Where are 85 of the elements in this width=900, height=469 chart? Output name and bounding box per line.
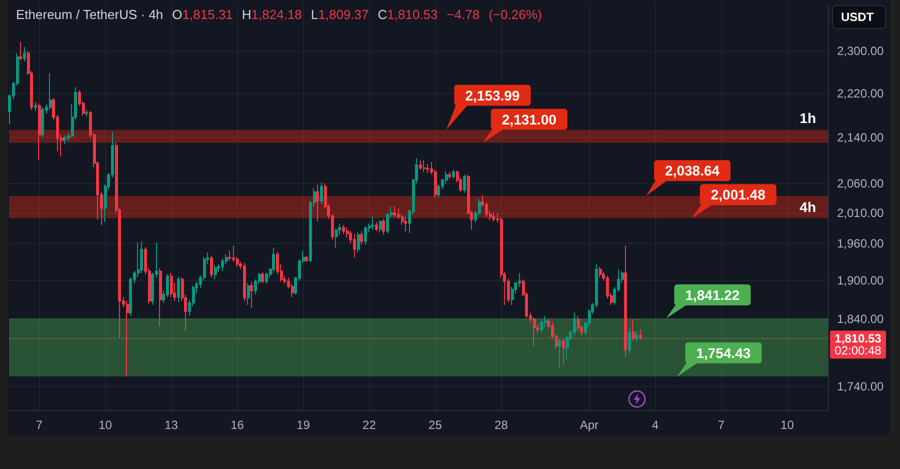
x-tick-label: 4 bbox=[652, 418, 659, 432]
text: O1,815.31 H1,824.18 L1,809.37 C1,810.53 −4.78 (−0.26%) bbox=[172, 7, 542, 22]
candlestick bbox=[63, 134, 66, 145]
candlestick bbox=[305, 255, 308, 262]
candlestick bbox=[247, 282, 250, 306]
y-tick-label: 1,740.00 bbox=[837, 379, 884, 394]
candlestick bbox=[404, 216, 407, 232]
y-tick-label: 2,140.00 bbox=[837, 130, 884, 145]
y-tick-label: 2,060.00 bbox=[837, 176, 884, 190]
annotation: 2,001.48 bbox=[710, 186, 766, 203]
candlestick bbox=[210, 255, 213, 278]
text: 02:00:48 bbox=[834, 344, 882, 358]
band-label: 1h bbox=[800, 110, 816, 126]
band-label: 4h bbox=[800, 199, 816, 216]
candlestick bbox=[49, 72, 52, 110]
candlestick bbox=[170, 272, 173, 298]
candlestick bbox=[159, 268, 162, 327]
candlestick bbox=[448, 171, 451, 180]
y-tick-label: 1,960.00 bbox=[837, 236, 884, 250]
candlestick bbox=[316, 184, 319, 222]
candlestick bbox=[140, 240, 143, 274]
candlestick bbox=[577, 315, 580, 332]
candlestick bbox=[214, 264, 217, 280]
candlestick bbox=[261, 271, 264, 284]
x-tick-label: 7 bbox=[36, 418, 43, 432]
candlestick bbox=[265, 272, 268, 284]
candlestick bbox=[558, 337, 561, 368]
candlestick bbox=[375, 222, 378, 232]
candlestick bbox=[342, 224, 345, 235]
candlestick bbox=[379, 220, 382, 233]
x-tick-label: 25 bbox=[428, 418, 442, 432]
x-tick-label: 22 bbox=[362, 418, 376, 432]
candlestick bbox=[34, 101, 37, 112]
candlestick bbox=[393, 206, 396, 218]
y-tick-label: 2,220.00 bbox=[837, 86, 884, 101]
x-tick-label: 10 bbox=[780, 418, 794, 432]
candlestick bbox=[628, 326, 631, 354]
candlestick bbox=[426, 163, 429, 174]
candlestick bbox=[573, 312, 576, 336]
candlestick bbox=[492, 211, 495, 222]
candlestick bbox=[382, 218, 385, 236]
candlestick bbox=[320, 182, 323, 205]
x-tick-label: 7 bbox=[718, 418, 725, 432]
x-tick-label: 10 bbox=[98, 418, 112, 432]
x-tick-label: 28 bbox=[494, 418, 508, 432]
y-axis-title: USDT bbox=[832, 5, 886, 29]
annotation: 1,841.22 bbox=[685, 286, 740, 303]
candlestick bbox=[635, 330, 638, 342]
candlestick bbox=[357, 232, 360, 253]
candlestick bbox=[540, 320, 543, 333]
x-tick-label: 13 bbox=[164, 418, 178, 432]
candlestick bbox=[250, 281, 253, 308]
candlestick bbox=[463, 174, 466, 194]
y-tick-label: 2,010.00 bbox=[837, 206, 884, 220]
candlestick bbox=[599, 266, 602, 278]
x-tick-label: 16 bbox=[230, 418, 244, 432]
annotation: 2,153.99 bbox=[465, 87, 520, 104]
candlestick bbox=[419, 160, 422, 170]
candlestick bbox=[272, 247, 275, 274]
y-tick-label: 1,840.00 bbox=[837, 312, 884, 326]
annotation: 2,131.00 bbox=[502, 111, 557, 128]
candlestick bbox=[423, 160, 426, 172]
candlestick bbox=[364, 226, 367, 245]
annotation: 1,754.43 bbox=[696, 344, 751, 361]
candlestick bbox=[23, 46, 26, 62]
chart-title: Ethereum / TetherUS · 4h bbox=[16, 7, 164, 22]
candlestick bbox=[85, 109, 88, 118]
candlestick bbox=[177, 276, 180, 303]
candlestick bbox=[221, 258, 224, 272]
y-tick-label: 1,900.00 bbox=[837, 274, 884, 288]
candlestick bbox=[335, 228, 338, 248]
candlestick bbox=[41, 106, 44, 138]
candlestick bbox=[243, 262, 246, 302]
y-tick-label: 2,300.00 bbox=[837, 44, 884, 58]
annotation: 2,038.64 bbox=[665, 162, 720, 179]
candlestick bbox=[38, 102, 41, 160]
x-tick-label: Apr bbox=[580, 418, 599, 432]
candlestick bbox=[353, 234, 356, 258]
candlestick bbox=[360, 230, 363, 245]
candlestick bbox=[371, 216, 374, 230]
candlestick bbox=[19, 41, 22, 62]
candlestick bbox=[511, 286, 514, 306]
candlestick bbox=[452, 169, 455, 180]
ref-line-label: 1,810.53 bbox=[834, 332, 882, 346]
x-tick-label: 19 bbox=[296, 418, 310, 432]
